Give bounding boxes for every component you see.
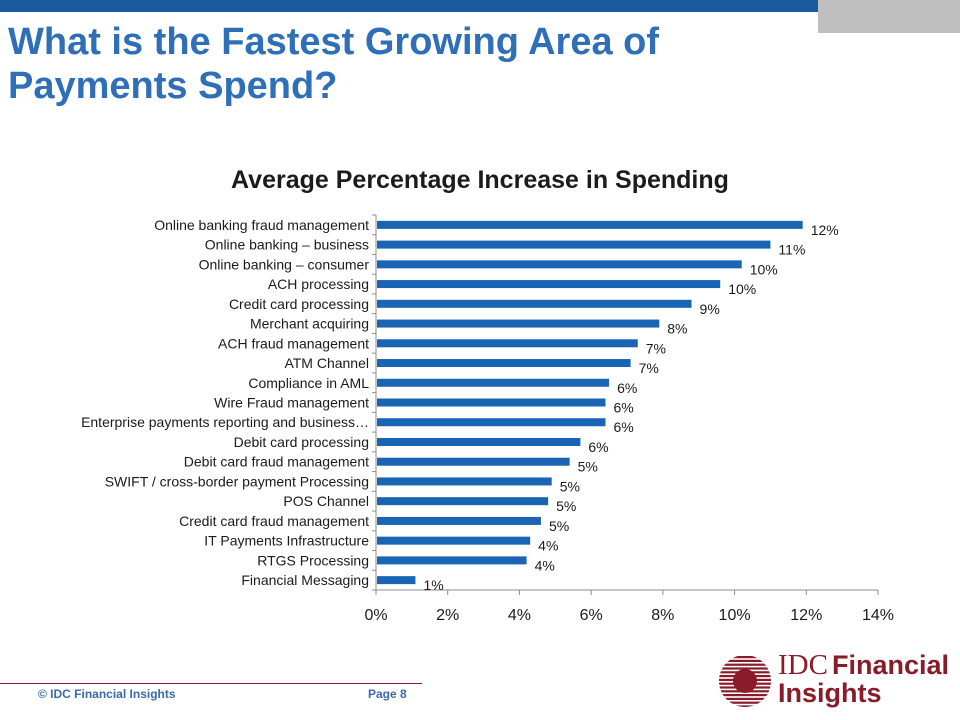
bar <box>377 536 531 545</box>
bar <box>377 556 527 565</box>
x-tick-label: 10% <box>719 607 751 624</box>
data-label: 6% <box>588 439 608 455</box>
data-label: 5% <box>549 518 569 534</box>
data-label: 8% <box>667 321 687 337</box>
data-label: 10% <box>750 261 778 277</box>
data-label: 6% <box>613 400 633 416</box>
category-label: ACH fraud management <box>218 335 369 351</box>
bar <box>377 378 610 387</box>
data-label: 7% <box>646 340 666 356</box>
logo-insights: Insights <box>778 678 882 708</box>
category-label: Credit card fraud management <box>179 513 369 529</box>
chart-bars <box>377 220 803 585</box>
bar <box>377 516 541 525</box>
bar <box>377 220 803 229</box>
category-label: RTGS Processing <box>257 552 369 568</box>
bar <box>377 319 660 328</box>
bar <box>377 418 606 427</box>
logo-financial: Financial <box>831 650 949 680</box>
category-label: Online banking – consumer <box>199 256 370 272</box>
globe-stripe <box>719 656 771 659</box>
globe-stripe <box>719 694 771 697</box>
bar <box>377 260 742 269</box>
bar <box>377 398 606 407</box>
category-label: Enterprise payments reporting and busine… <box>81 414 369 430</box>
category-label: Debit card fraud management <box>184 454 369 470</box>
data-label: 5% <box>578 459 598 475</box>
top-corner-block <box>818 0 960 33</box>
x-tick-label: 8% <box>651 607 674 624</box>
data-label: 6% <box>617 380 637 396</box>
category-label: POS Channel <box>283 493 369 509</box>
x-tick-label: 6% <box>580 607 603 624</box>
data-label: 12% <box>811 222 839 238</box>
bar <box>377 299 692 308</box>
x-tick-label: 14% <box>862 607 894 624</box>
globe-stripe <box>719 697 771 700</box>
data-label: 9% <box>700 301 720 317</box>
logo-wordmark-line1: IDC Financial <box>778 650 949 680</box>
data-label: 5% <box>560 478 580 494</box>
data-label: 10% <box>728 281 756 297</box>
x-tick-label: 2% <box>436 607 459 624</box>
chart-labels: Online banking fraud management 12% Online… <box>81 217 839 593</box>
category-label: Debit card processing <box>234 434 369 450</box>
footer-page-number: Page 8 <box>368 687 407 701</box>
category-label: Financial Messaging <box>241 572 369 588</box>
globe-stripe <box>719 659 771 662</box>
data-label: 6% <box>613 419 633 435</box>
category-label: Credit card processing <box>229 296 369 312</box>
bar <box>377 280 721 289</box>
chart-title: Average Percentage Increase in Spending <box>231 166 729 194</box>
globe-stripe <box>719 701 771 704</box>
category-label: ATM Channel <box>284 355 369 371</box>
globe-core <box>733 669 757 693</box>
x-tick-label: 12% <box>790 607 822 624</box>
category-label: SWIFT / cross-border payment Processing <box>105 473 369 489</box>
data-label: 4% <box>535 557 555 573</box>
globe-logo-icon <box>719 656 771 707</box>
bar <box>377 497 549 506</box>
category-label: IT Payments Infrastructure <box>204 533 369 549</box>
category-label: Online banking fraud management <box>154 217 369 233</box>
bar <box>377 457 570 466</box>
globe-stripe <box>719 663 771 666</box>
data-label: 4% <box>538 538 558 554</box>
chart-axes: 0% 2% 4% 6% 8% 10% 12% 14% <box>364 214 894 624</box>
slide-title: What is the Fastest Growing Area of Paym… <box>8 21 660 107</box>
top-accent-bar <box>0 0 818 12</box>
globe-stripe <box>719 667 771 670</box>
category-label: Merchant acquiring <box>250 316 369 332</box>
bar <box>377 437 581 446</box>
category-label: Online banking – business <box>205 237 369 253</box>
logo-idc: IDC <box>778 649 828 681</box>
bar <box>377 339 638 348</box>
data-label: 7% <box>639 360 659 376</box>
data-label: 11% <box>778 242 805 258</box>
bar <box>377 240 771 249</box>
x-tick-label: 4% <box>508 607 531 624</box>
data-label: 1% <box>423 577 443 593</box>
footer-rule <box>0 683 422 684</box>
category-label: Compliance in AML <box>248 375 369 391</box>
globe-stripe <box>719 705 771 707</box>
category-label: ACH processing <box>268 276 369 292</box>
idc-financial-insights-logo: IDC Financial Insights <box>716 650 949 710</box>
bar <box>377 359 631 368</box>
bar <box>377 576 416 585</box>
footer-copyright: © IDC Financial Insights <box>38 687 176 701</box>
x-tick-label: 0% <box>364 607 387 624</box>
data-label: 5% <box>556 498 576 514</box>
category-label: Wire Fraud management <box>214 395 369 411</box>
bar <box>377 477 552 486</box>
